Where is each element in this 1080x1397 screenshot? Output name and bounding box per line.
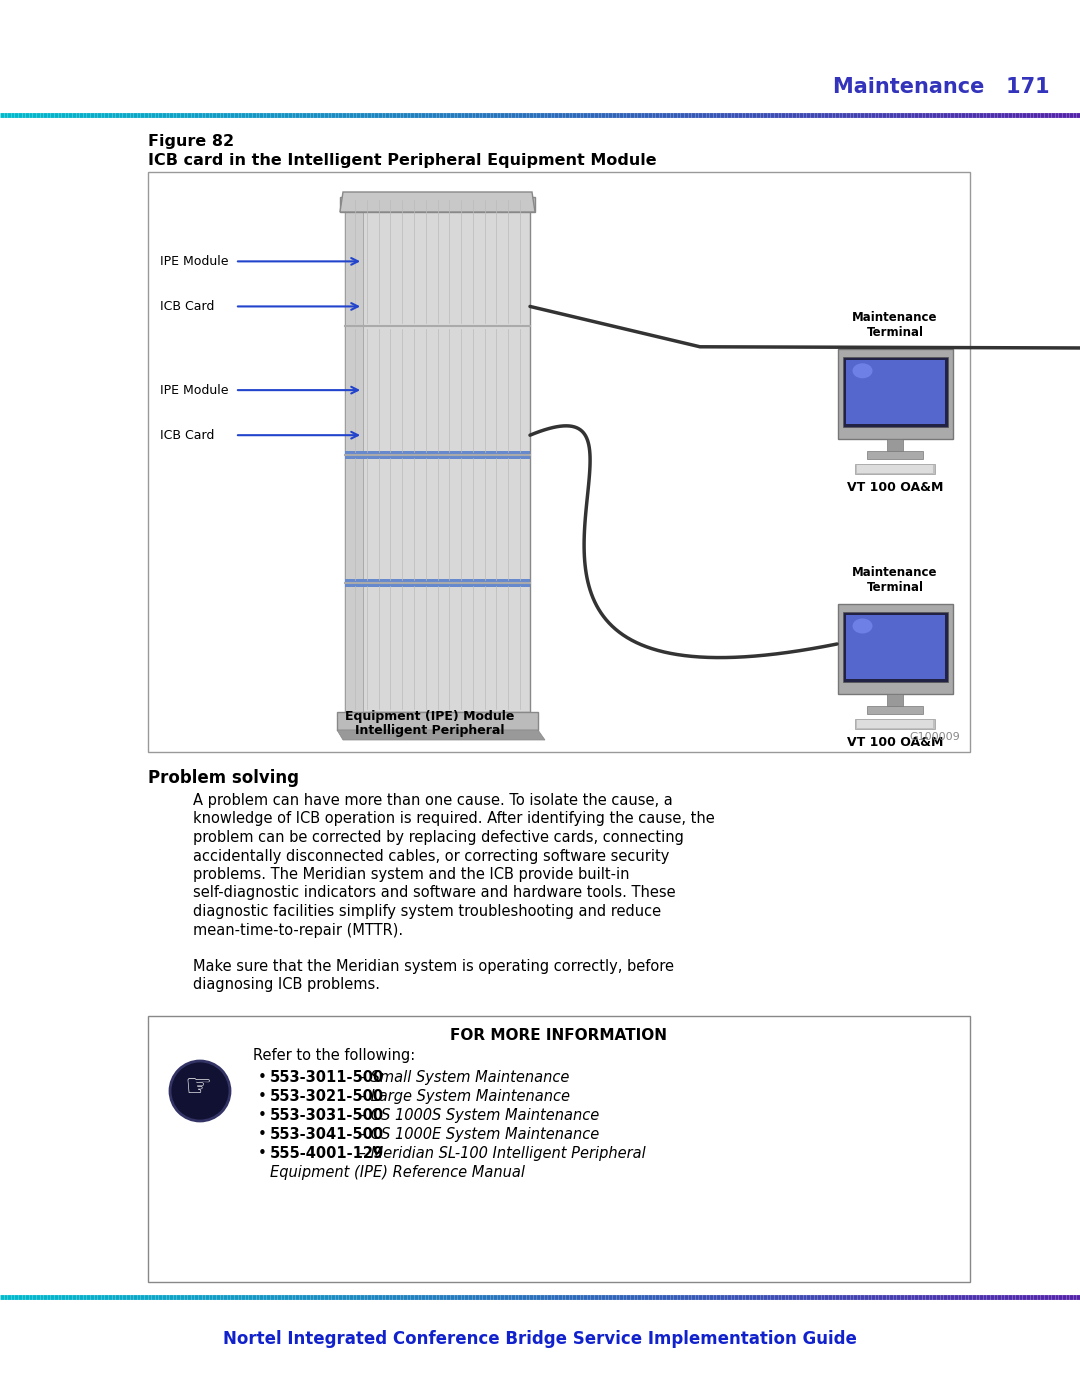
- Bar: [337, 712, 538, 731]
- Bar: [148, 172, 970, 752]
- Text: Nortel Integrated Conference Bridge Service Implementation Guide: Nortel Integrated Conference Bridge Serv…: [224, 1330, 856, 1348]
- Text: – CS 1000S System Maintenance: – CS 1000S System Maintenance: [354, 1108, 599, 1123]
- Bar: [867, 451, 923, 458]
- Text: Figure 82: Figure 82: [148, 134, 234, 149]
- Text: – Meridian SL-100 Intelligent Peripheral: – Meridian SL-100 Intelligent Peripheral: [354, 1146, 646, 1161]
- Bar: [846, 360, 945, 423]
- Text: Equipment (IPE) Module: Equipment (IPE) Module: [346, 710, 515, 724]
- Text: ICB Card: ICB Card: [160, 300, 214, 313]
- Bar: [345, 584, 363, 712]
- Bar: [842, 612, 947, 682]
- Text: – CS 1000E System Maintenance: – CS 1000E System Maintenance: [354, 1127, 599, 1141]
- Text: 553-3011-500: 553-3011-500: [270, 1070, 384, 1085]
- Ellipse shape: [852, 619, 873, 633]
- Polygon shape: [337, 731, 545, 740]
- Text: diagnostic facilities simplify system troubleshooting and reduce: diagnostic facilities simplify system tr…: [193, 904, 661, 919]
- Bar: [148, 1016, 970, 1282]
- Bar: [345, 580, 530, 587]
- Text: •: •: [258, 1127, 267, 1141]
- Bar: [887, 439, 903, 451]
- Text: Intelligent Peripheral: Intelligent Peripheral: [355, 724, 504, 738]
- Text: •: •: [258, 1108, 267, 1123]
- Circle shape: [170, 1060, 230, 1120]
- Text: mean-time-to-repair (MTTR).: mean-time-to-repair (MTTR).: [193, 922, 403, 937]
- Text: VT 100 OA&M: VT 100 OA&M: [847, 481, 943, 493]
- Text: self-diagnostic indicators and software and hardware tools. These: self-diagnostic indicators and software …: [193, 886, 676, 901]
- Text: VT 100 OA&M: VT 100 OA&M: [847, 736, 943, 749]
- Bar: [855, 464, 935, 474]
- Ellipse shape: [852, 363, 873, 379]
- Bar: [858, 719, 933, 728]
- Text: •: •: [258, 1146, 267, 1161]
- Text: accidentally disconnected cables, or correcting software security: accidentally disconnected cables, or cor…: [193, 848, 670, 863]
- Text: ICB card in the Intelligent Peripheral Equipment Module: ICB card in the Intelligent Peripheral E…: [148, 154, 657, 168]
- Bar: [837, 349, 953, 439]
- Text: A problem can have more than one cause. To isolate the cause, a: A problem can have more than one cause. …: [193, 793, 673, 807]
- Text: – Large System Maintenance: – Large System Maintenance: [354, 1090, 570, 1104]
- Text: Problem solving: Problem solving: [148, 768, 299, 787]
- Text: •: •: [258, 1090, 267, 1104]
- Bar: [345, 197, 363, 326]
- Text: 553-3031-500: 553-3031-500: [270, 1108, 384, 1123]
- Text: Equipment (IPE) Reference Manual: Equipment (IPE) Reference Manual: [270, 1165, 525, 1180]
- Bar: [855, 719, 935, 729]
- Text: Make sure that the Meridian system is operating correctly, before: Make sure that the Meridian system is op…: [193, 958, 674, 974]
- Bar: [345, 454, 363, 584]
- Text: ☞: ☞: [185, 1073, 212, 1102]
- Text: knowledge of ICB operation is required. After identifying the cause, the: knowledge of ICB operation is required. …: [193, 812, 715, 827]
- Text: ICB Card: ICB Card: [160, 429, 214, 441]
- Text: diagnosing ICB problems.: diagnosing ICB problems.: [193, 978, 380, 992]
- Text: IPE Module: IPE Module: [160, 384, 229, 397]
- Text: problem can be corrected by replacing defective cards, connecting: problem can be corrected by replacing de…: [193, 830, 684, 845]
- Bar: [345, 326, 363, 454]
- Text: problems. The Meridian system and the ICB provide built-in: problems. The Meridian system and the IC…: [193, 868, 630, 882]
- Text: FOR MORE INFORMATION: FOR MORE INFORMATION: [450, 1028, 667, 1044]
- Text: 553-3041-500: 553-3041-500: [270, 1127, 384, 1141]
- Text: 553-3021-500: 553-3021-500: [270, 1090, 384, 1104]
- Text: G100009: G100009: [909, 732, 960, 742]
- Bar: [340, 197, 535, 212]
- Bar: [345, 450, 530, 458]
- Polygon shape: [340, 191, 535, 212]
- Bar: [345, 197, 530, 712]
- Text: Maintenance
Terminal: Maintenance Terminal: [852, 566, 937, 594]
- Bar: [846, 615, 945, 679]
- Bar: [887, 694, 903, 705]
- Bar: [842, 356, 947, 427]
- Bar: [837, 604, 953, 694]
- Text: 555-4001-129: 555-4001-129: [270, 1146, 384, 1161]
- Text: •: •: [258, 1070, 267, 1085]
- Text: – Small System Maintenance: – Small System Maintenance: [354, 1070, 569, 1085]
- Bar: [858, 465, 933, 472]
- Text: Maintenance
Terminal: Maintenance Terminal: [852, 310, 937, 339]
- Text: Maintenance   171: Maintenance 171: [834, 77, 1050, 96]
- Text: Refer to the following:: Refer to the following:: [253, 1048, 415, 1063]
- Bar: [867, 705, 923, 714]
- Text: IPE Module: IPE Module: [160, 254, 229, 268]
